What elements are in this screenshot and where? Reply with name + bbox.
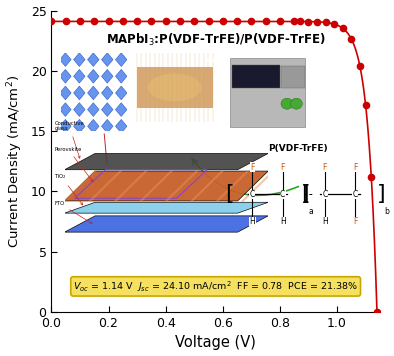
- Text: MAPbI$_3$:P(VDF-TrFE)/P(VDF-TrFE): MAPbI$_3$:P(VDF-TrFE)/P(VDF-TrFE): [106, 32, 325, 48]
- Y-axis label: Current Density (mA/cm$^2$): Current Density (mA/cm$^2$): [6, 75, 25, 248]
- Text: $V_{oc}$ = 1.14 V  $J_{sc}$ = 24.10 mA/cm$^2$  FF = 0.78  PCE = 21.38%: $V_{oc}$ = 1.14 V $J_{sc}$ = 24.10 mA/cm…: [73, 279, 358, 294]
- X-axis label: Voltage (V): Voltage (V): [175, 335, 256, 350]
